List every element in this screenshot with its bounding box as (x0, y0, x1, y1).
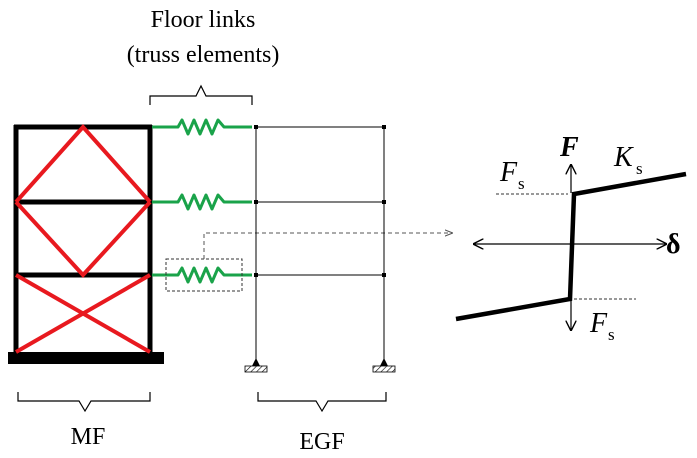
disp-symbol: δ (666, 229, 681, 260)
egf-pin-supports (244, 358, 396, 373)
fs-bottom-symbol: F (589, 308, 608, 339)
spring-roof (152, 118, 252, 136)
spring-floor3 (152, 193, 252, 211)
fs-bottom-subscript: s (608, 325, 615, 344)
floor-links-brace (149, 84, 253, 105)
egf-brace (257, 392, 387, 413)
brace-middle-chevron (14, 200, 152, 278)
egf-left-pin (252, 358, 260, 366)
floor-links-label: Floor links (truss elements) (127, 7, 280, 105)
egf-right-ground (372, 365, 396, 373)
egf-pin-joints (254, 125, 386, 277)
force-symbol: F (559, 132, 579, 163)
egf-label: EGF (299, 429, 344, 455)
floor-link-springs (152, 118, 252, 284)
moment-frame (8, 124, 164, 364)
mf-brace (17, 392, 151, 413)
floor-links-title: Floor links (151, 7, 256, 33)
detail-leader-arrow (203, 233, 452, 259)
brace-top-chevron (14, 123, 152, 204)
mf-foundation (8, 352, 164, 364)
ks-symbol: K (613, 142, 634, 173)
gravity-frame (255, 126, 385, 365)
fs-top-subscript: s (518, 174, 525, 193)
egf-left-ground (244, 365, 268, 373)
fs-top-symbol: F (499, 157, 518, 188)
spring-floor2 (152, 266, 252, 284)
mf-braces (14, 123, 152, 354)
force-displacement-plot: F δ F s K s F s (455, 132, 687, 344)
bilinear-curve (455, 171, 687, 322)
floor-links-subtitle: (truss elements) (127, 42, 280, 68)
ks-subscript: s (636, 159, 643, 178)
mf-label: MF (71, 424, 106, 450)
brace-bottom-diag-2 (15, 273, 151, 354)
egf-right-pin (380, 358, 388, 366)
